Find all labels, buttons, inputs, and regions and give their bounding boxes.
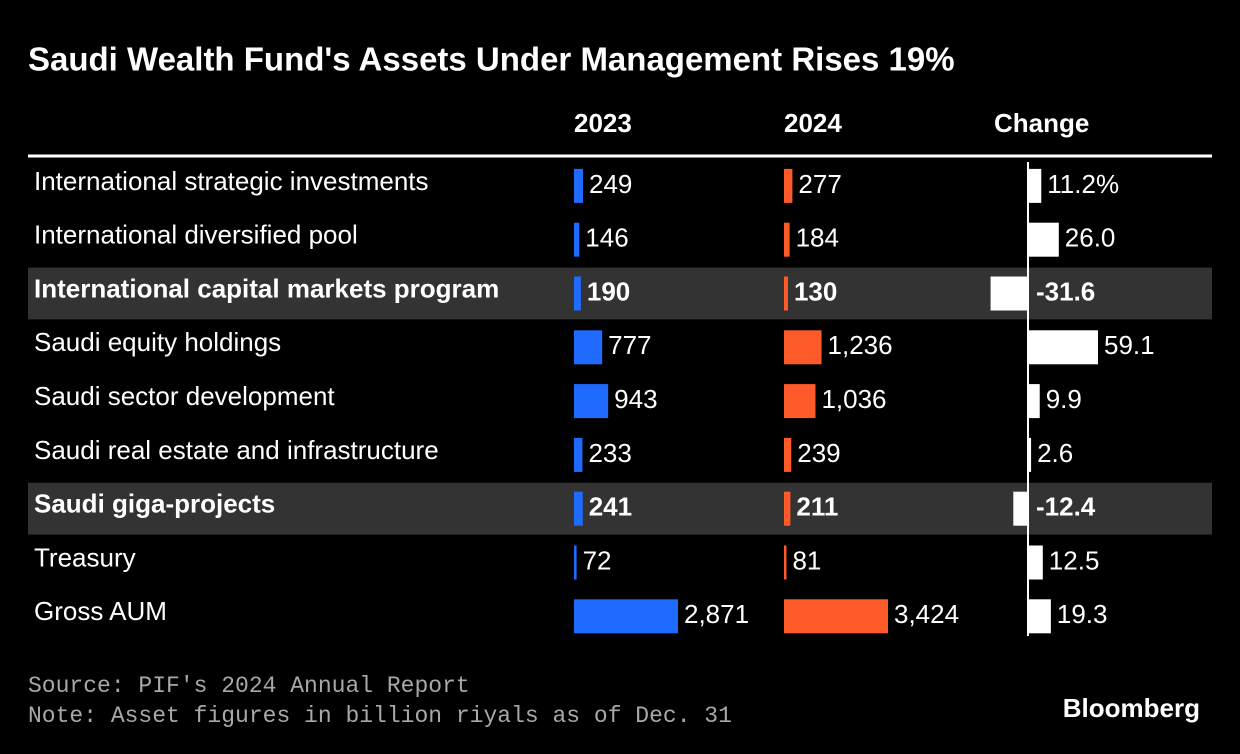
row-label: International capital markets program [34, 273, 499, 303]
value-label: 2,871 [684, 599, 749, 629]
row-label: Treasury [34, 542, 136, 572]
value-label: 1,036 [821, 384, 886, 414]
value-label: 184 [796, 223, 839, 253]
value-label: 12.5 [1049, 545, 1100, 575]
bar [1028, 222, 1059, 257]
bar [574, 491, 583, 526]
row-label: Gross AUM [34, 596, 167, 626]
bar [1028, 599, 1051, 634]
bar [784, 222, 790, 257]
bar [574, 437, 583, 472]
bar [1028, 545, 1043, 580]
value-label: 2.6 [1037, 438, 1073, 468]
bar [784, 599, 888, 634]
value-label: 72 [583, 545, 612, 575]
value-label: 26.0 [1065, 223, 1116, 253]
bar [574, 545, 577, 580]
bar [1013, 491, 1028, 526]
row-label: Saudi giga-projects [34, 489, 275, 519]
bar [784, 491, 791, 526]
value-label: 241 [589, 492, 632, 522]
bar [574, 168, 584, 203]
value-label: 1,236 [828, 330, 893, 360]
value-label: 233 [588, 438, 631, 468]
bar [990, 276, 1028, 311]
bar [574, 384, 609, 419]
value-label: 777 [608, 330, 651, 360]
value-label: 277 [798, 169, 841, 199]
bar [1028, 168, 1042, 203]
value-label: 249 [589, 169, 632, 199]
column-header: 2024 [784, 108, 842, 138]
chart-title: Saudi Wealth Fund's Assets Under Managem… [28, 41, 955, 78]
brand: Bloomberg [1063, 693, 1200, 723]
bar [784, 168, 793, 203]
value-label: 19.3 [1057, 599, 1108, 629]
value-label: 9.9 [1046, 384, 1082, 414]
bar [574, 276, 581, 311]
note: Note: Asset figures in billion riyals as… [28, 703, 732, 729]
bar [784, 276, 788, 311]
value-label: 211 [796, 492, 838, 522]
value-label: 190 [587, 276, 630, 306]
row-label: Saudi real estate and infrastructure [34, 435, 439, 465]
bar [574, 330, 603, 365]
bar [784, 384, 816, 419]
bar [574, 599, 678, 634]
bar [1028, 330, 1098, 365]
bar [784, 545, 787, 580]
row-label: Saudi sector development [34, 381, 335, 411]
value-label: 11.2% [1047, 169, 1119, 199]
row-label: International strategic investments [34, 166, 429, 196]
value-label: 146 [585, 223, 628, 253]
bar [1028, 437, 1032, 472]
row-label: International diversified pool [34, 220, 358, 250]
value-label: 3,424 [894, 599, 959, 629]
column-header: 2023 [574, 108, 632, 138]
bar [784, 437, 792, 472]
source: Source: PIF's 2024 Annual Report [28, 673, 470, 699]
value-label: 943 [614, 384, 657, 414]
value-label: 239 [797, 438, 840, 468]
value-label: -12.4 [1036, 492, 1096, 522]
bar [574, 222, 580, 257]
value-label: 81 [792, 545, 821, 575]
value-label: -31.6 [1036, 276, 1095, 306]
bar [784, 330, 822, 365]
bar [1028, 384, 1040, 419]
row-label: Saudi equity holdings [34, 327, 281, 357]
value-label: 59.1 [1104, 330, 1155, 360]
value-label: 130 [794, 276, 837, 306]
column-header: Change [994, 108, 1089, 138]
